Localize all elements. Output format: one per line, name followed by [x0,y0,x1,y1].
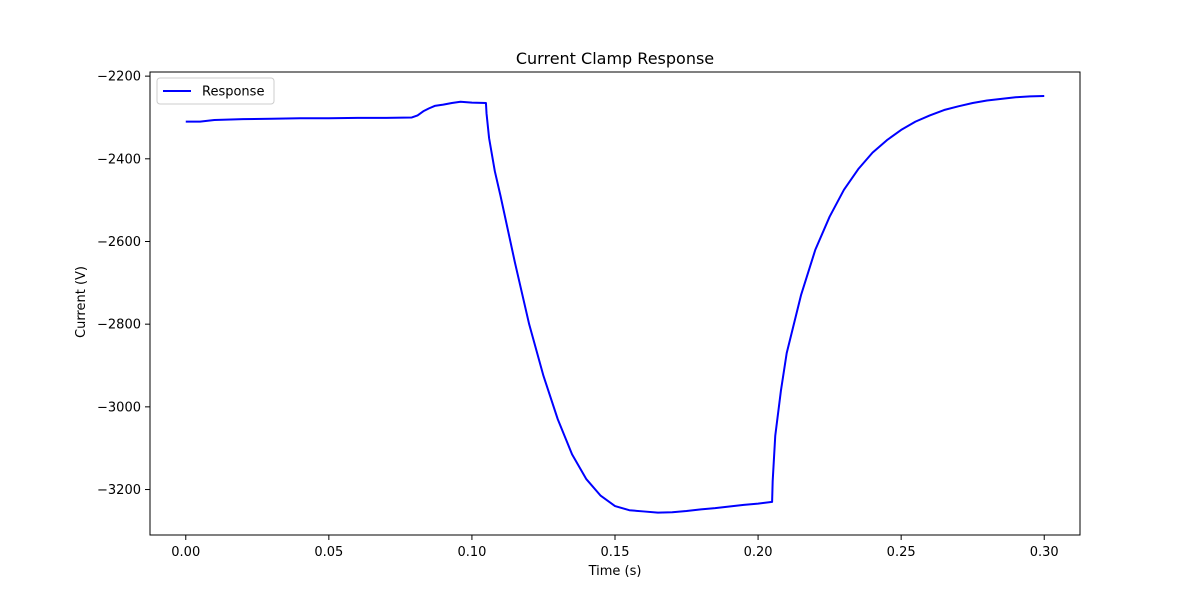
series-line-response [185,94,1045,514]
y-tick-label: −2800 [97,318,141,333]
chart-title: Current Clamp Response [516,49,714,68]
x-tick-label: 0.20 [744,545,773,560]
y-axis-label: Current (V) [74,266,89,338]
plot-area [149,71,1081,536]
y-tick-label: −3200 [97,483,141,498]
x-tick-label: 0.10 [457,545,486,560]
y-tick-label: −2400 [97,152,141,167]
y-axis: −3200 −3000 −2800 −2600 −2400 −2200 [97,70,150,498]
x-tick-label: 0.15 [601,545,630,560]
series-layer [185,94,1045,514]
legend: Response [156,77,275,105]
x-tick-label: 0.30 [1030,545,1059,560]
x-axis-label: Time (s) [588,564,642,579]
x-tick-label: 0.05 [314,545,343,560]
x-tick-label: 0.25 [887,545,916,560]
x-axis: 0.00 0.05 0.10 0.15 0.20 0.25 0.30 [171,535,1059,560]
x-tick-label: 0.00 [171,545,200,560]
y-tick-label: −2200 [97,70,141,85]
plot-frame [149,71,1081,536]
y-tick-label: −2600 [97,235,141,250]
y-tick-label: −3000 [97,400,141,415]
legend-box [156,77,275,105]
legend-label: Response [202,85,264,100]
